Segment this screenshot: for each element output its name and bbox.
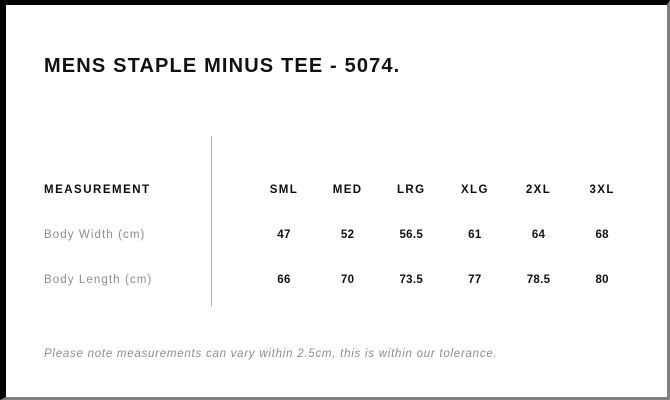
column-header-sml: SML: [269, 183, 299, 196]
cell-body-width-2xl: 64: [531, 228, 546, 241]
table-header-row: MEASUREMENT SML MED LRG XLG 2XL 3XL: [44, 167, 634, 212]
cell-body-length-2xl: 78.5: [526, 273, 551, 286]
row-label-body-width: Body Width (cm): [44, 228, 146, 241]
cell-body-width-sml: 47: [277, 228, 291, 241]
column-header-measurement: MEASUREMENT: [44, 183, 151, 196]
cell-body-length-lrg: 73.5: [399, 273, 424, 286]
cell-body-length-sml: 66: [277, 273, 291, 286]
table-header: MEASUREMENT SML MED LRG XLG 2XL 3XL: [44, 167, 634, 212]
cell-body-length-3xl: 80: [595, 273, 609, 286]
page-title: MENS STAPLE MINUS TEE - 5074.: [44, 55, 401, 77]
cell-body-width-xlg: 61: [468, 228, 482, 241]
table-row: Body Width (cm) 47 52 56.5 61 64 68: [44, 212, 634, 257]
row-label-body-length: Body Length (cm): [44, 273, 153, 286]
cell-body-width-3xl: 68: [595, 228, 609, 241]
cell-body-length-xlg: 77: [468, 273, 482, 286]
cell-body-width-med: 52: [340, 228, 355, 241]
column-header-lrg: LRG: [397, 183, 426, 196]
column-header-med: MED: [332, 183, 363, 196]
table-body: Body Width (cm) 47 52 56.5 61 64 68 Body…: [44, 212, 634, 302]
tolerance-note: Please note measurements can vary within…: [44, 348, 498, 360]
size-measurement-table: MEASUREMENT SML MED LRG XLG 2XL 3XL Body…: [44, 167, 634, 302]
cell-body-width-lrg: 56.5: [399, 228, 424, 241]
table-row: Body Length (cm) 66 70 73.5 77 78.5 80: [44, 257, 634, 302]
column-header-xlg: XLG: [460, 183, 489, 196]
column-header-3xl: 3XL: [589, 183, 615, 196]
column-header-2xl: 2XL: [525, 183, 552, 196]
cell-body-length-med: 70: [340, 273, 355, 286]
page-content: MENS STAPLE MINUS TEE - 5074. MEASUREMEN…: [6, 5, 667, 397]
column-divider: [211, 136, 212, 307]
